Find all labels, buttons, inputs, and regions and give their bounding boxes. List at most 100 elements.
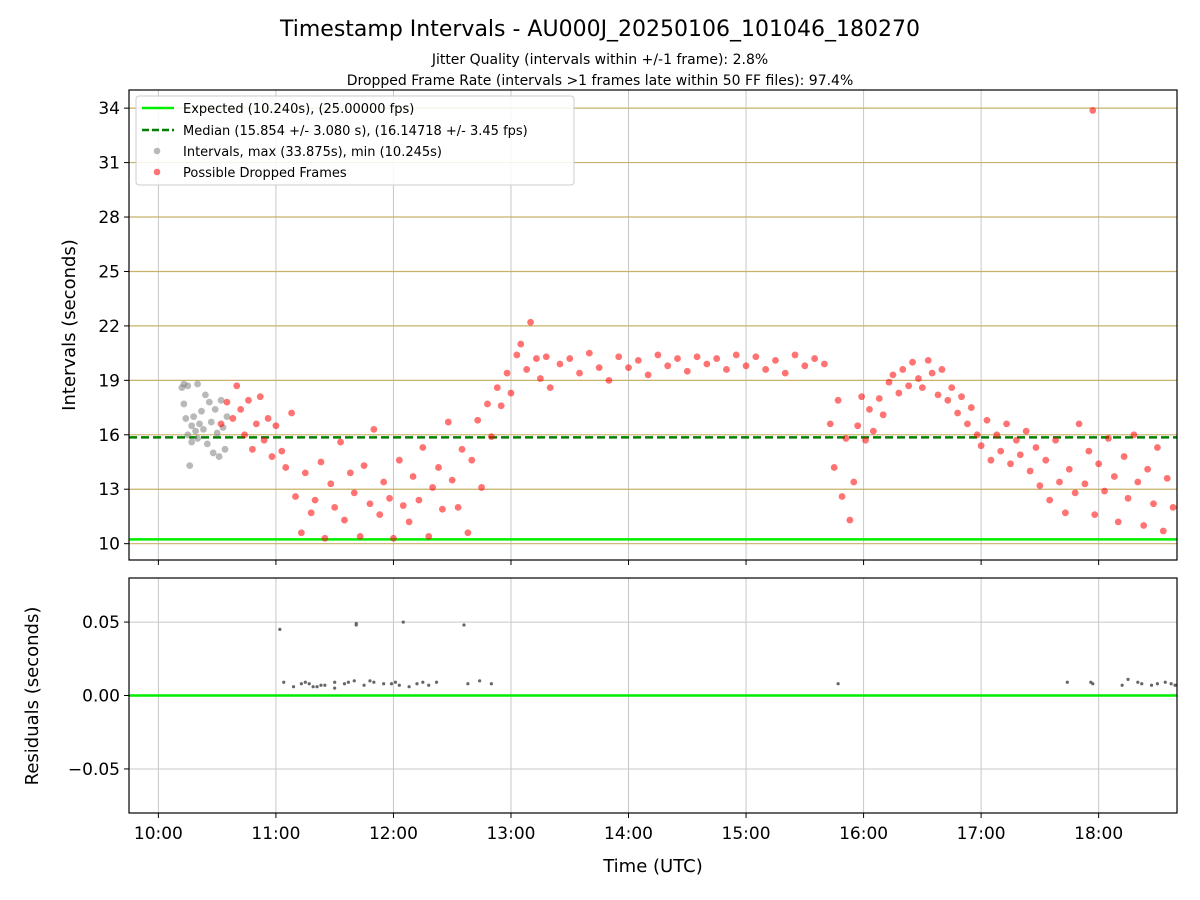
dropped-frame-point <box>895 389 903 397</box>
top-y-tick-label: 22 <box>98 317 120 337</box>
residual-point <box>421 680 425 684</box>
residual-point <box>362 683 366 687</box>
residual-point <box>462 623 466 627</box>
dropped-frame-point <box>938 366 946 373</box>
dropped-frame-point <box>723 366 730 373</box>
residual-point <box>401 620 405 624</box>
legend-median-label: Median (15.854 +/- 3.080 s), (16.14718 +… <box>183 124 528 139</box>
dropped-frame-point <box>791 351 799 359</box>
residual-point <box>1155 682 1160 686</box>
dropped-frame-point <box>464 529 472 537</box>
dropped-frame-point <box>268 453 276 460</box>
dropped-frame-point <box>918 384 926 392</box>
dropped-frame-point <box>958 393 965 401</box>
dropped-frame-point <box>1114 518 1122 526</box>
residual-point <box>415 682 419 686</box>
dropped-frame-point <box>879 411 887 419</box>
residual-point <box>368 679 372 683</box>
top-plot-frame <box>128 89 1178 561</box>
dropped-frame-point <box>866 405 873 413</box>
residual-point <box>303 680 307 684</box>
dropped-frame-point <box>781 369 789 377</box>
interval-point <box>200 425 207 433</box>
legend-expected-label: Expected (10.240s), (25.00000 fps) <box>183 102 414 117</box>
residual-point <box>1120 683 1124 687</box>
dropped-frame-point <box>376 511 384 519</box>
dropped-frame-point <box>615 353 623 361</box>
dropped-frame-point <box>595 364 603 372</box>
residual-point <box>434 680 439 684</box>
top-y-axis-label: Intervals (seconds) <box>59 239 80 411</box>
dropped-frame-point <box>237 405 245 413</box>
dropped-frame-point <box>346 469 354 477</box>
residual-point <box>1091 682 1095 686</box>
dropped-frame-point <box>370 425 378 433</box>
residual-point <box>323 683 327 687</box>
dropped-frame-point <box>846 516 854 524</box>
dropped-frame-point <box>386 494 393 502</box>
residual-point <box>478 679 482 683</box>
dropped-frame-point <box>1150 500 1157 508</box>
dropped-frame-point <box>1085 447 1093 455</box>
interval-point <box>192 427 200 435</box>
dropped-frame-point <box>713 355 721 362</box>
residual-point <box>1163 680 1167 684</box>
residual-point <box>1136 680 1140 684</box>
dropped-frame-point <box>409 473 417 480</box>
dropped-frame-point <box>249 445 256 453</box>
x-tick-label: 17:00 <box>957 824 1006 844</box>
bottom-y-axis-label: Residuals (seconds) <box>22 607 43 786</box>
dropped-frame-point <box>523 366 531 373</box>
interval-point <box>186 462 194 470</box>
dropped-frame-point <box>497 402 505 410</box>
dropped-frame-point <box>542 353 550 361</box>
dropped-frame-point <box>732 351 740 359</box>
residual-point <box>342 682 347 686</box>
residual-point <box>291 685 296 689</box>
interval-point <box>198 407 205 415</box>
bottom-plot-frame <box>128 577 1178 814</box>
dropped-frame-point <box>366 500 374 508</box>
residual-point <box>836 682 840 686</box>
top-y-tick-label: 25 <box>98 262 120 282</box>
dropped-frame-point <box>973 431 981 439</box>
residual-point <box>1065 680 1069 684</box>
interval-point <box>207 418 215 426</box>
residual-point <box>307 682 311 686</box>
dropped-frame-point <box>1154 444 1161 451</box>
dropped-frame-point <box>405 518 413 526</box>
dropped-frame-point <box>605 376 613 384</box>
dropped-frame-point <box>444 418 452 426</box>
interval-point <box>209 449 217 457</box>
dropped-frame-point <box>821 360 828 368</box>
residual-point <box>372 680 376 684</box>
dropped-frame-point <box>429 484 437 491</box>
dropped-frame-point <box>850 478 858 486</box>
interval-point <box>201 391 209 399</box>
interval-point <box>217 396 225 404</box>
dropped-frame-point <box>634 356 642 364</box>
dropped-frame-point <box>889 371 897 379</box>
dropped-frame-point <box>674 355 681 362</box>
dropped-frame-point <box>245 396 252 404</box>
dropped-frame-point <box>454 503 462 511</box>
interval-point <box>180 400 188 408</box>
residuals-plot: 10:00 11:00 12:00 13:00 14:00 15:00 16:00 17:00… <box>68 577 1178 844</box>
dropped-frame-point <box>1081 480 1089 488</box>
dropped-frame-point <box>1169 503 1177 511</box>
interval-point <box>213 429 221 437</box>
legend-box <box>135 95 575 186</box>
dropped-frame-point <box>448 476 456 484</box>
dropped-frame-point <box>954 409 962 417</box>
bottom-y-tick-label: 0.05 <box>82 613 120 633</box>
dropped-frame-point <box>419 444 427 451</box>
residual-point <box>397 683 401 687</box>
dropped-frame-point <box>1032 444 1040 451</box>
dropped-frame-point <box>503 369 511 377</box>
interval-point <box>182 415 190 422</box>
dropped-frame-point <box>317 458 325 466</box>
residual-point <box>1126 677 1130 681</box>
dropped-frame-point <box>241 431 248 439</box>
dropped-frame-point <box>752 353 760 361</box>
